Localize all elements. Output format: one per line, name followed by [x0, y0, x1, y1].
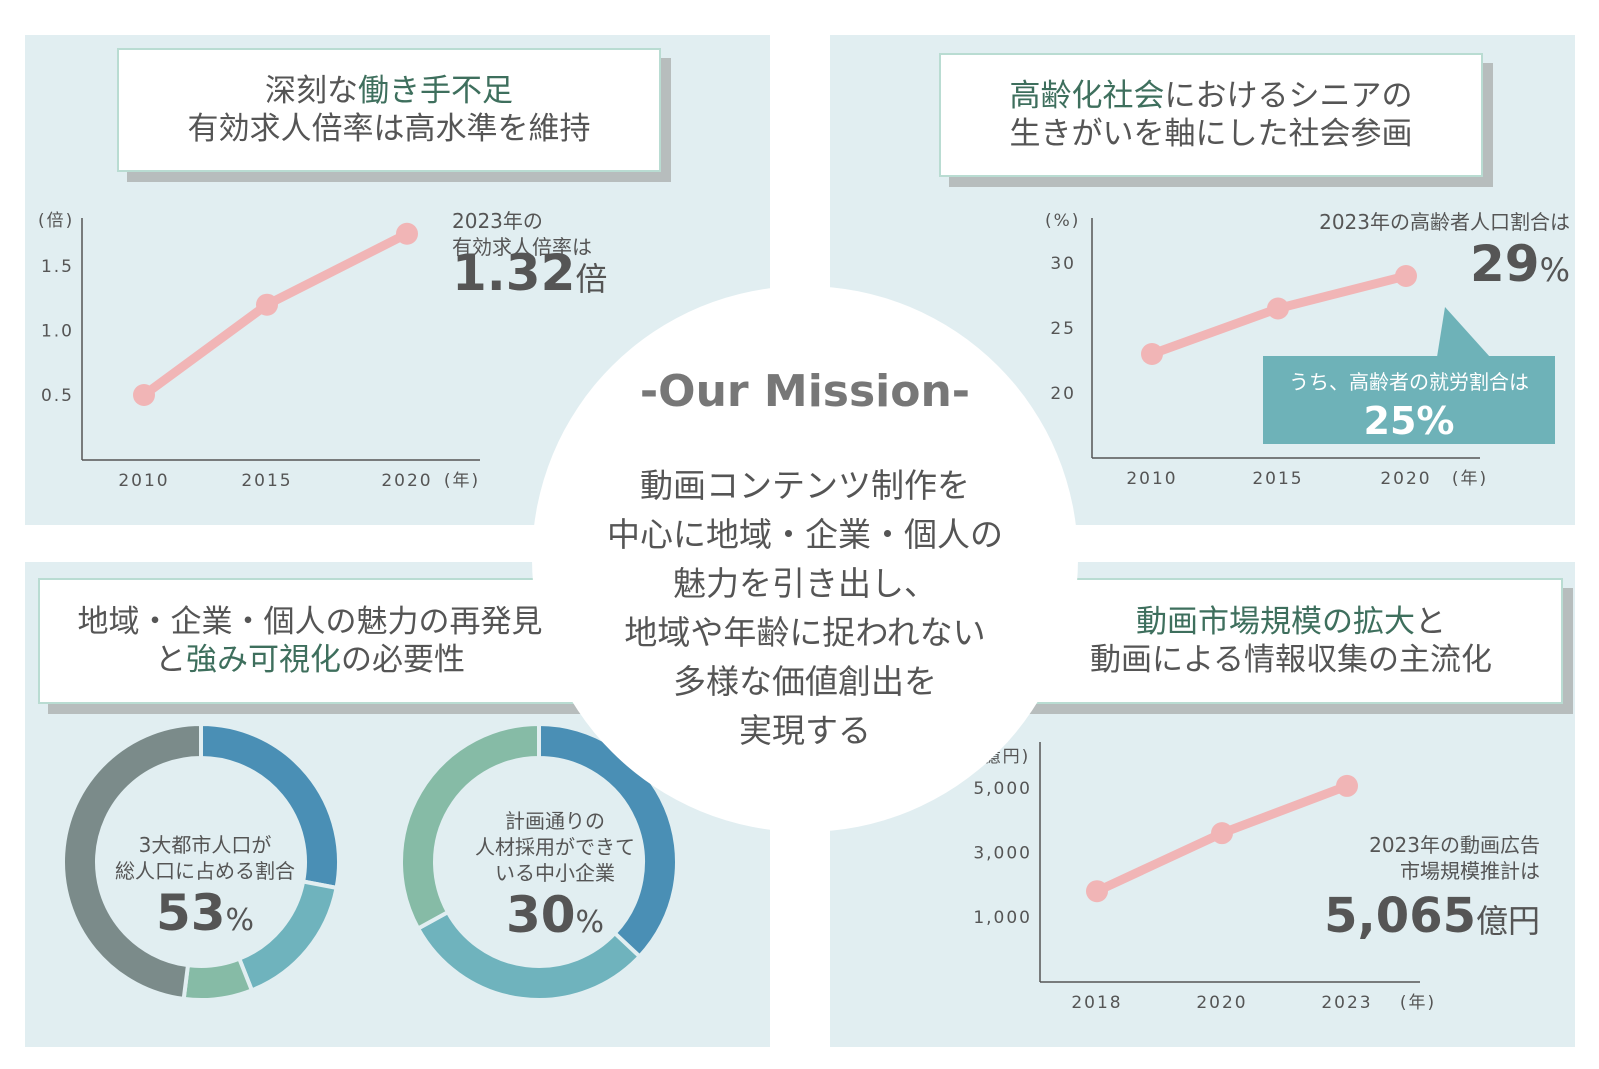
donut-text: 人材採用ができて [475, 835, 635, 859]
mission-line: 実現する [739, 711, 871, 750]
title-labor-shortage: 深刻な働き手不足 有効求人倍率は高水準を維持 [117, 48, 661, 172]
title-text: と [1415, 604, 1446, 640]
data-point [1395, 265, 1417, 287]
annotation-line: 市場規模推計は [1400, 859, 1540, 883]
annotation-jobs-ratio: 2023年の 有効求人倍率は 1.32倍 [452, 208, 608, 298]
title-highlight: 強み可視化 [186, 642, 341, 678]
donut-text: 3大都市人口が [138, 833, 272, 857]
x-tick-label: 2020 [381, 471, 432, 491]
annotation-line: 2023年の [452, 209, 543, 233]
mission-line: 地域や年齢に捉われない [624, 613, 986, 652]
donut-unit: % [575, 905, 605, 940]
y-tick-label: 25 [1050, 319, 1076, 339]
x-tick-label: 2015 [241, 471, 292, 491]
donut-text: 総人口に占める割合 [115, 859, 295, 883]
mission-body: 動画コンテンツ制作を 中心に地域・企業・個人の 魅力を引き出し、 地域や年齢に捉… [532, 461, 1078, 755]
x-tick-label: 2020 [1196, 993, 1247, 1013]
y-tick-label: 5,000 [973, 779, 1032, 799]
x-tick-label: 2010 [1126, 469, 1177, 489]
data-point [133, 384, 155, 406]
donut-text: 計画通りの [505, 809, 605, 833]
x-axis-label: (年) [1400, 993, 1436, 1013]
y-tick-label: 30 [1050, 254, 1076, 274]
annotation-line: 2023年の高齢者人口割合は [1319, 210, 1570, 234]
y-tick-label: 1,000 [973, 908, 1032, 928]
title-text: 有効求人倍率は高水準を維持 [187, 111, 591, 147]
callout-value: 25% [1363, 399, 1455, 443]
donut-slice [61, 721, 203, 1002]
donut-slice [399, 721, 541, 932]
mission-line: 中心に地域・企業・個人の [607, 515, 1003, 554]
x-axis-label: (年) [444, 471, 480, 491]
annotation-market-value: 5,065億円 [1260, 888, 1540, 944]
title-rediscovery: 地域・企業・個人の魅力の再発見 と強み可視化の必要性 [38, 578, 582, 704]
callout-text: うち、高齢者の就労割合は [1289, 370, 1529, 394]
data-point [1086, 880, 1108, 903]
donut1-label: 3大都市人口が 総人口に占める割合 53% [90, 832, 320, 942]
data-point [1336, 774, 1358, 797]
callout-employment: うち、高齢者の就労割合は 25% [1263, 356, 1555, 444]
mission-line: 多様な価値創出を [673, 662, 937, 701]
title-aging-society: 高齢化社会におけるシニアの 生きがいを軸にした社会参画 [939, 53, 1483, 177]
y-tick-label: 3,000 [973, 844, 1032, 864]
data-point [1211, 822, 1233, 845]
x-tick-label: 2018 [1071, 993, 1122, 1013]
x-tick-label: 2020 [1380, 469, 1431, 489]
annotation-market-size: 2023年の動画広告 市場規模推計は [1290, 832, 1540, 884]
y-tick-label: 0.5 [41, 386, 74, 406]
big-value: 1.32 [452, 244, 576, 302]
title-video-market: 動画市場規模の拡大と 動画による情報収集の主流化 [1019, 578, 1563, 704]
big-value: 29 [1470, 235, 1540, 293]
big-unit: % [1539, 251, 1570, 289]
data-point [396, 222, 418, 245]
big-unit: 億円 [1475, 902, 1540, 940]
x-tick-label: 2010 [118, 471, 169, 491]
big-unit: 倍 [575, 260, 608, 298]
title-text: と [155, 642, 186, 678]
y-tick-label: 20 [1050, 384, 1076, 404]
mission-heading: -Our Mission- [639, 366, 971, 417]
donut-value: 53 [155, 884, 226, 942]
title-text: 深刻な [265, 73, 358, 109]
title-text: 地域・企業・個人の魅力の再発見 [77, 604, 543, 640]
title-text: の必要性 [341, 642, 465, 678]
data-point [1267, 297, 1289, 320]
callout-pointer-shape [1437, 307, 1490, 357]
y-tick-label: 1.5 [41, 257, 74, 277]
y-tick-label: 1.0 [41, 322, 74, 342]
title-text: 動画による情報収集の主流化 [1089, 642, 1493, 678]
title-highlight: 働き手不足 [358, 73, 513, 109]
x-tick-label: 2023 [1321, 993, 1372, 1013]
mission-line: 魅力を引き出し、 [673, 564, 937, 603]
big-value: 5,065 [1324, 888, 1476, 944]
donut-unit: % [225, 903, 255, 938]
annotation-line: 有効求人倍率は [452, 235, 592, 259]
donut-text: いる中小企業 [495, 861, 615, 885]
donut-value: 30 [505, 886, 576, 944]
x-axis-label: (年) [1452, 469, 1488, 489]
y-axis-label: (%) [1045, 211, 1080, 231]
annotation-elderly-ratio: 2023年の高齢者人口割合は 29% [1270, 206, 1570, 293]
y-axis-label: (倍) [38, 211, 74, 231]
donut2-label: 計画通りの 人材採用ができて いる中小企業 30% [440, 808, 670, 944]
title-text: 生きがいを軸にした社会参画 [1009, 116, 1413, 152]
mission-circle: -Our Mission- 動画コンテンツ制作を 中心に地域・企業・個人の 魅力… [532, 286, 1078, 832]
title-highlight: 高齢化社会 [1009, 78, 1165, 114]
x-tick-label: 2015 [1252, 469, 1303, 489]
annotation-line: 2023年の動画広告 [1369, 833, 1540, 857]
title-highlight: 動画市場規模の拡大 [1136, 604, 1415, 640]
data-point [256, 293, 278, 316]
mission-line: 動画コンテンツ制作を [640, 466, 970, 505]
data-point [1141, 343, 1163, 365]
title-text: におけるシニアの [1164, 78, 1413, 114]
